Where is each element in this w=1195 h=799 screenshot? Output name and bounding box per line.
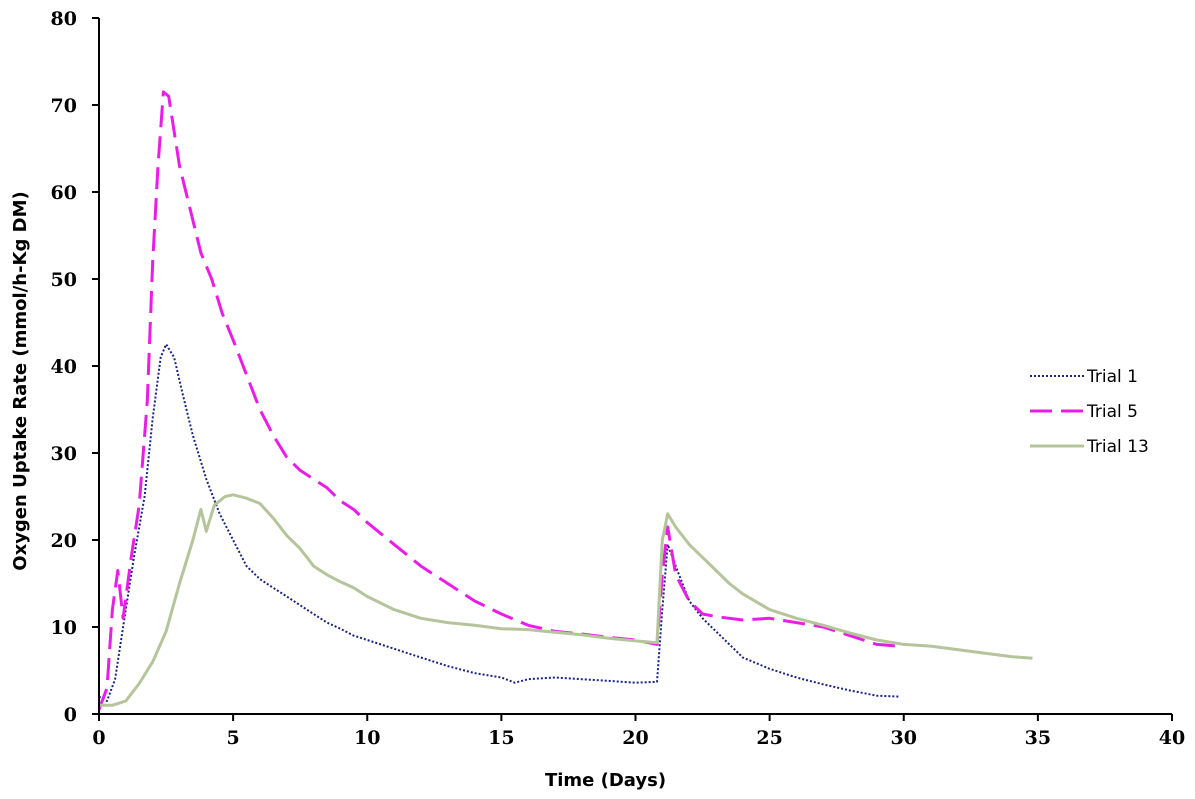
x-tick-label: 40 <box>1159 727 1185 749</box>
x-tick-label: 35 <box>1025 727 1051 749</box>
x-axis-title: Time (Days) <box>545 770 666 791</box>
x-tick-label: 25 <box>756 727 782 749</box>
y-tick-label: 30 <box>51 443 77 465</box>
y-tick-label: 80 <box>51 8 77 30</box>
series-line-trial-1 <box>98 343 899 702</box>
y-tick-label: 70 <box>51 95 77 117</box>
x-axis-ticks: 0 5 10 15 20 25 30 35 40 <box>92 714 1185 749</box>
y-tick-label: 10 <box>51 617 77 639</box>
series-line-trial-13 <box>99 493 1033 707</box>
y-tick-label: 40 <box>51 356 77 378</box>
axes <box>98 18 1172 715</box>
y-tick-label: 0 <box>64 704 77 726</box>
y-axis-ticks: 0 10 20 30 40 50 60 70 80 <box>51 8 99 726</box>
y-tick-label: 60 <box>51 182 77 204</box>
x-tick-label: 15 <box>488 727 514 749</box>
x-tick-label: 10 <box>354 727 380 749</box>
x-tick-label: 0 <box>92 727 105 749</box>
y-tick-label: 50 <box>51 269 77 291</box>
legend-label: Trial 5 <box>1086 402 1138 422</box>
y-tick-label: 20 <box>51 530 77 552</box>
x-tick-label: 5 <box>227 727 240 749</box>
series-line-trial-5 <box>97 90 899 711</box>
x-tick-label: 30 <box>891 727 917 749</box>
legend: Trial 1 Trial 5 Trial 13 <box>1030 367 1149 457</box>
x-tick-label: 20 <box>622 727 648 749</box>
plot-area <box>97 90 1033 711</box>
legend-label: Trial 1 <box>1086 367 1138 387</box>
y-axis-title: Oxygen Uptake Rate (mmol/h-Kg DM) <box>10 191 31 570</box>
legend-label: Trial 13 <box>1086 437 1149 457</box>
